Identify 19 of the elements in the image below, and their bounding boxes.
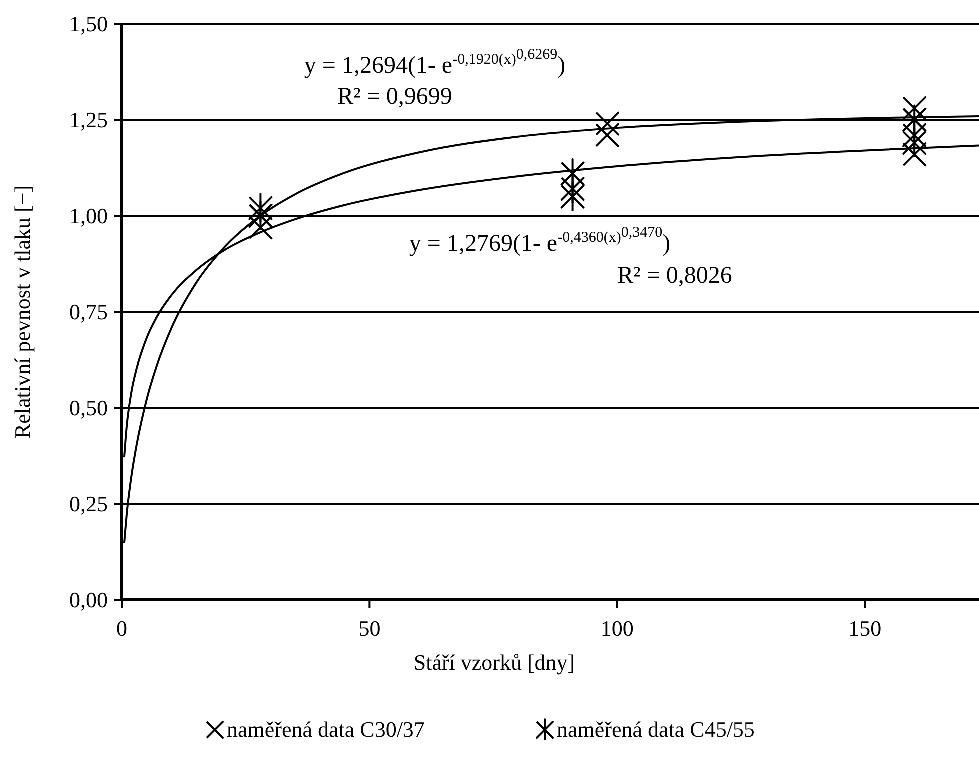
x-axis-title: Stáří vzorků [dny]	[414, 650, 576, 675]
legend-label: naměřená data C30/37	[227, 717, 425, 742]
y-tick-label: 1,00	[70, 204, 108, 229]
x-tick-label: 0	[116, 616, 128, 641]
y-axis-title: Relativní pevnost v tlaku [−]	[10, 185, 35, 439]
annotation: R² = 0,8026	[618, 263, 732, 289]
y-tick-label: 0,50	[70, 396, 108, 421]
legend-label: naměřená data C45/55	[557, 717, 755, 742]
annotation: y = 1,2694(1- e$^{-0,1920(x)}$$^{0,6269}$)	[304, 47, 566, 79]
annotation: R² = 0,9699	[338, 84, 452, 110]
x-tick-label: 100	[600, 616, 634, 641]
y-tick-label: 1,25	[70, 108, 108, 133]
x-tick-label: 150	[848, 616, 882, 641]
x-tick-label: 50	[358, 616, 381, 641]
annotation: y = 1,2769(1- e$^{-0,4360(x)}$$^{0,3470}$)	[409, 225, 671, 257]
y-tick-label: 0,25	[70, 492, 108, 517]
y-tick-label: 1,50	[70, 12, 108, 37]
y-tick-label: 0,75	[70, 300, 108, 325]
y-tick-label: 0,00	[70, 588, 108, 613]
